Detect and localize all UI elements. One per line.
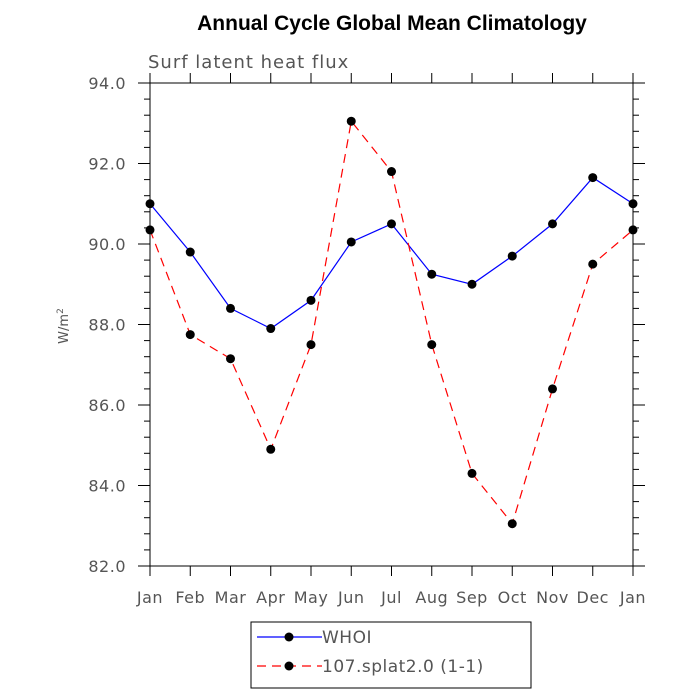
data-point-whoi — [507, 251, 517, 261]
data-point-splat — [628, 225, 638, 235]
data-point-splat — [306, 340, 316, 350]
x-tick-label: Jan — [136, 588, 163, 607]
data-point-splat — [145, 225, 155, 235]
data-point-whoi — [588, 173, 598, 183]
y-axis-label-base: W/m — [57, 314, 72, 344]
data-point-whoi — [346, 237, 356, 247]
data-point-whoi — [145, 199, 155, 209]
y-tick-label: 82.0 — [88, 557, 126, 576]
y-tick-label: 84.0 — [88, 477, 126, 496]
data-point-splat — [467, 468, 477, 478]
x-tick-label: Nov — [536, 588, 569, 607]
data-point-whoi — [266, 324, 276, 334]
y-tick-label: 92.0 — [88, 155, 126, 174]
legend: WHOI 107.splat2.0 (1-1) — [250, 621, 532, 689]
data-point-whoi — [185, 247, 195, 257]
data-point-splat — [185, 330, 195, 340]
data-point-splat — [427, 340, 437, 350]
data-point-whoi — [387, 219, 396, 229]
data-point-splat — [266, 444, 276, 454]
data-point-splat — [588, 259, 598, 269]
chart-subtitle: Surf latent heat flux — [148, 52, 349, 73]
x-tick-label: Jun — [337, 588, 365, 607]
y-axis-label: W/m2 — [56, 308, 72, 344]
plot-frame — [149, 82, 634, 567]
y-axis-label-sup: 2 — [56, 308, 66, 314]
legend-label-whoi: WHOI — [322, 628, 372, 648]
data-point-splat — [226, 354, 235, 364]
y-tick-labels: 82.0 84.0 86.0 88.0 90.0 92.0 94.0 — [88, 74, 126, 576]
x-tick-label: Mar — [215, 588, 247, 607]
y-tick-label: 88.0 — [88, 316, 126, 335]
legend-box — [250, 621, 532, 689]
legend-marker-splat — [284, 661, 294, 671]
x-tick-label: Oct — [498, 588, 527, 607]
x-tick-labels: Jan Feb Mar Apr May Jun Jul Aug Sep Oct Nov Dec Jan — [136, 588, 646, 607]
data-point-whoi — [427, 269, 437, 279]
x-tick-label: Jul — [380, 588, 402, 607]
legend-marker-whoi — [284, 632, 294, 642]
chart-title: Annual Cycle Global Mean Climatology — [197, 12, 587, 35]
y-tick-label: 94.0 — [88, 74, 126, 93]
data-point-splat — [387, 167, 396, 177]
y-tick-label: 90.0 — [88, 235, 126, 254]
series-line-whoi — [149, 176, 634, 330]
x-tick-label: Jan — [619, 588, 646, 607]
x-tick-label: May — [294, 588, 329, 607]
data-point-whoi — [226, 303, 235, 313]
series-line-splat — [149, 119, 634, 525]
data-point-whoi — [548, 219, 557, 229]
data-point-whoi — [467, 279, 477, 289]
data-point-splat — [346, 116, 356, 126]
y-tick-label: 86.0 — [88, 396, 126, 415]
x-tick-label: Feb — [175, 588, 205, 607]
series-layer — [145, 116, 638, 529]
data-point-splat — [548, 384, 557, 394]
x-tick-label: Apr — [256, 588, 285, 607]
x-tick-label: Sep — [456, 588, 488, 607]
data-point-whoi — [628, 199, 638, 209]
data-point-whoi — [306, 295, 316, 305]
data-point-splat — [507, 519, 517, 529]
x-tick-label: Aug — [415, 588, 448, 607]
x-tick-label: Dec — [577, 588, 609, 607]
axis-ticks — [138, 73, 645, 576]
legend-label-splat: 107.splat2.0 (1-1) — [322, 657, 484, 677]
